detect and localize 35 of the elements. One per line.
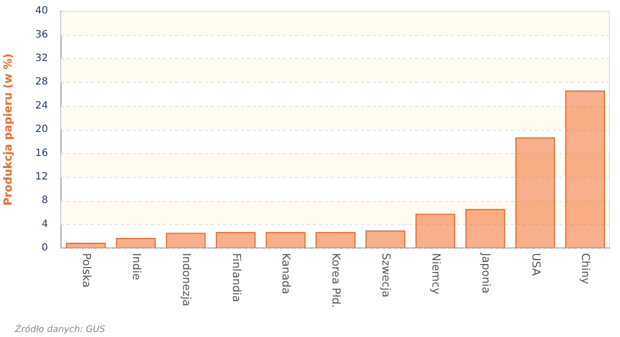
x-tick-label: Japonia — [479, 252, 492, 294]
bar — [116, 238, 156, 248]
bar — [365, 230, 406, 248]
y-tick-label: 8 — [42, 195, 48, 206]
x-tick-label: Szwecja — [380, 253, 393, 298]
y-tick-label: 32 — [35, 52, 48, 64]
bar — [565, 90, 606, 248]
bar — [316, 232, 356, 248]
x-tick-label: Korea Płd. — [330, 253, 343, 308]
y-tick-label: 4 — [42, 218, 48, 230]
x-tick-label: USA — [529, 253, 542, 276]
y-tick-label: 24 — [35, 100, 48, 112]
y-tick-label: 12 — [35, 171, 48, 182]
bar — [166, 232, 206, 248]
x-tick-label: Finlandia — [230, 253, 243, 302]
x-tick-label: Chiny — [579, 253, 592, 285]
y-tick-label: 20 — [35, 124, 48, 136]
y-tick-label: 0 — [42, 242, 48, 254]
y-tick-label: 40 — [35, 6, 48, 17]
x-tick-label: Indie — [130, 253, 144, 280]
y-axis-title: Produkcja papieru (w %) — [1, 53, 14, 206]
bar — [515, 137, 556, 248]
y-tick-label: 36 — [35, 29, 48, 40]
bar — [415, 214, 456, 248]
x-tick-label: Kanada — [280, 253, 293, 294]
text: Źródło danych: GUS — [15, 325, 106, 335]
bar — [266, 232, 306, 248]
y-tick-label: 16 — [35, 148, 48, 159]
bar — [66, 242, 106, 248]
bar — [216, 232, 256, 248]
x-tick-label: Polska — [80, 253, 94, 288]
y-tick-label: 28 — [35, 76, 48, 88]
x-tick-label: Niemcy — [429, 253, 442, 295]
bar — [465, 208, 506, 248]
x-tick-label: Indonezja — [180, 253, 193, 306]
